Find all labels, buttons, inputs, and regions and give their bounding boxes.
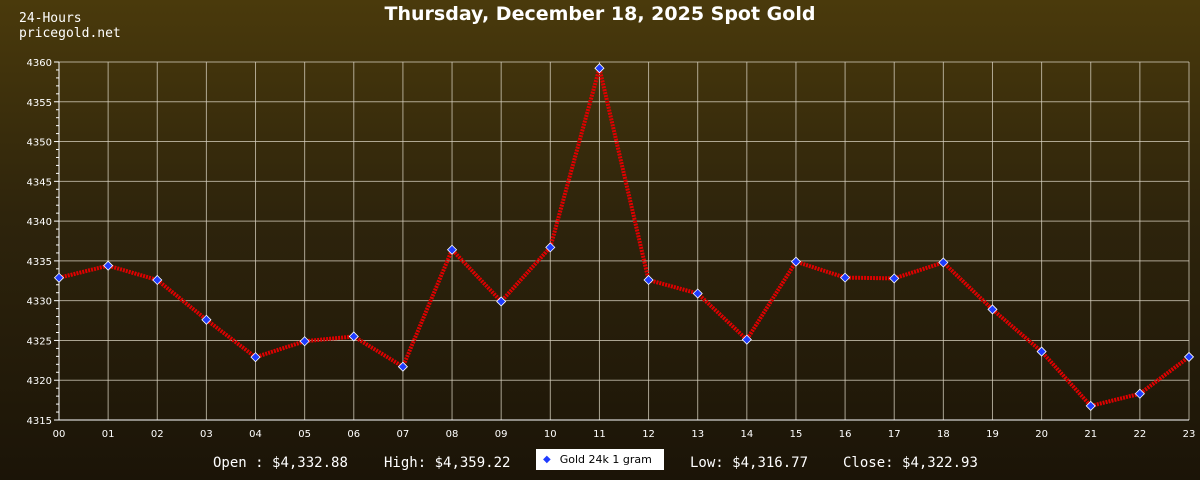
data-point-marker — [496, 296, 507, 307]
open-label: Open : — [213, 455, 264, 471]
x-tick-label: 22 — [1134, 429, 1147, 440]
close-stat: Close: $4,322.93 — [843, 455, 978, 473]
x-tick-label: 00 — [53, 429, 66, 440]
data-point-marker — [1183, 351, 1195, 362]
x-tick-label: 04 — [249, 429, 262, 440]
data-point-marker — [53, 272, 65, 283]
low-stat: Low: $4,316.77 — [690, 455, 808, 473]
data-point-marker — [397, 361, 408, 372]
chart-title: Thursday, December 18, 2025 Spot Gold — [384, 3, 816, 25]
y-tick-label: 4325 — [27, 336, 52, 347]
x-tick-label: 20 — [1035, 429, 1048, 440]
data-point-marker — [889, 273, 900, 284]
low-label: Low: — [690, 455, 724, 471]
data-point-marker — [299, 336, 310, 347]
x-tick-label: 08 — [446, 429, 459, 440]
legend-label: Gold 24k 1 gram — [559, 453, 652, 466]
data-point-marker — [692, 288, 703, 299]
x-tick-label: 05 — [298, 429, 311, 440]
y-tick-label: 4355 — [27, 98, 52, 109]
data-point-marker — [987, 304, 998, 315]
x-tick-label: 18 — [937, 429, 950, 440]
x-tick-label: 01 — [102, 429, 115, 440]
y-tick-label: 4360 — [27, 58, 52, 69]
x-tick-label: 07 — [397, 429, 410, 440]
close-label: Close: — [843, 455, 894, 471]
brand-period-label: 24-Hours — [19, 11, 82, 26]
data-point-marker — [250, 352, 261, 363]
y-tick-label: 4335 — [27, 257, 52, 268]
data-point-marker — [152, 274, 163, 286]
data-point-layer — [53, 63, 1195, 411]
x-tick-label: 12 — [642, 429, 655, 440]
data-point-marker — [1036, 346, 1047, 357]
x-tick-label: 14 — [740, 429, 753, 440]
data-point-marker — [643, 274, 654, 286]
y-tick-label: 4340 — [27, 217, 52, 228]
data-point-marker — [348, 331, 359, 342]
data-point-marker — [741, 334, 752, 345]
x-tick-label: 23 — [1183, 429, 1196, 440]
x-tick-label: 10 — [544, 429, 557, 440]
x-tick-label: 21 — [1084, 429, 1097, 440]
data-point-marker — [1085, 400, 1096, 411]
x-tick-label: 09 — [495, 429, 508, 440]
y-tick-label: 4315 — [27, 416, 52, 427]
x-tick-label: 03 — [200, 429, 213, 440]
grid-layer — [58, 61, 1190, 421]
high-stat: High: $4,359.22 — [384, 455, 510, 473]
x-tick-label: 19 — [986, 429, 999, 440]
series-line-layer — [58, 66, 1191, 408]
high-label: High: — [384, 455, 427, 471]
y-tick-label: 4330 — [27, 297, 52, 308]
x-tick-label: 02 — [151, 429, 164, 440]
open-stat: Open : $4,332.88 — [213, 455, 348, 473]
data-point-marker — [938, 257, 949, 268]
data-point-marker — [201, 314, 212, 325]
data-point-marker — [790, 256, 802, 267]
y-tick-label: 4320 — [27, 376, 52, 387]
brand-site-name: pricegold.net — [19, 26, 121, 41]
data-point-marker — [594, 63, 605, 74]
high-value: $4,359.22 — [434, 455, 511, 471]
x-tick-label: 17 — [888, 429, 901, 440]
site-brand: 24-Hours pricegold.net — [19, 11, 121, 41]
y-tick-label: 4350 — [27, 138, 52, 149]
low-value: $4,316.77 — [732, 455, 809, 471]
legend-marker-icon: ◆ — [543, 454, 551, 465]
x-tick-label: 16 — [839, 429, 852, 440]
axis-layer: 00 01 02 03 04 05 06 07 08 09 10 11 12 13 14 15 16 17 18 19… — [27, 58, 1196, 440]
data-point-marker — [1134, 388, 1145, 399]
x-tick-label: 06 — [347, 429, 360, 440]
x-tick-label: 11 — [593, 429, 606, 440]
chart-legend: ◆ Gold 24k 1 gram — [536, 449, 664, 470]
close-value: $4,322.93 — [902, 455, 978, 471]
data-point-marker — [446, 244, 458, 255]
x-tick-label: 15 — [790, 429, 803, 440]
open-value: $4,332.88 — [272, 455, 348, 471]
y-tick-label: 4345 — [27, 177, 52, 188]
x-tick-label: 13 — [691, 429, 704, 440]
data-point-marker — [840, 272, 851, 283]
data-point-marker — [103, 260, 114, 271]
series-line — [58, 66, 1191, 408]
data-point-marker — [545, 242, 556, 253]
